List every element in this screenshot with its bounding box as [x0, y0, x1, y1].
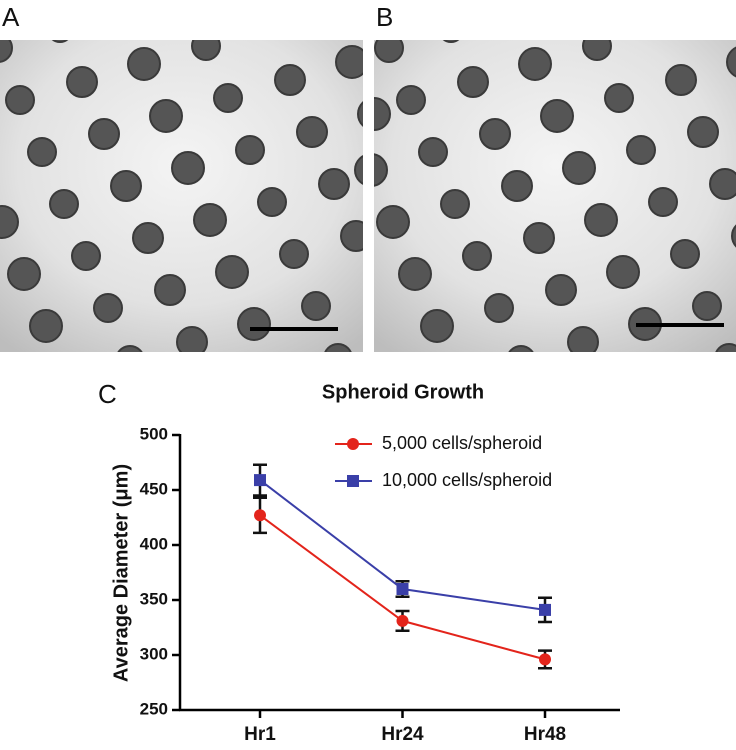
spheroid: [440, 189, 470, 219]
legend-marker: [347, 438, 359, 450]
spheroid: [127, 47, 161, 81]
spheroid: [47, 40, 73, 43]
x-tick-label: Hr24: [381, 724, 424, 745]
spheroid: [149, 99, 183, 133]
y-tick-label: 500: [140, 424, 168, 443]
data-point: [396, 583, 409, 595]
spheroid: [523, 222, 555, 254]
spheroid: [687, 116, 719, 148]
spheroid: [115, 345, 145, 352]
spheroid: [110, 170, 142, 202]
y-tick-label: 450: [140, 479, 168, 498]
spheroid: [518, 47, 552, 81]
data-point: [396, 614, 409, 627]
spheroid: [726, 45, 736, 79]
y-tick-label: 300: [140, 644, 168, 663]
spheroid: [457, 66, 489, 98]
spheroid: [71, 241, 101, 271]
spheroid: [296, 116, 328, 148]
spheroid: [420, 309, 454, 343]
spheroid: [545, 274, 577, 306]
spheroid: [484, 293, 514, 323]
spheroid: [215, 255, 249, 289]
spheroid: [584, 203, 618, 237]
spheroid: [354, 153, 388, 187]
spheroid: [274, 64, 306, 96]
spheroid: [731, 220, 736, 252]
spheroid: [132, 222, 164, 254]
panel-label: A: [2, 2, 20, 32]
spheroid: [7, 257, 41, 291]
spheroid: [665, 64, 697, 96]
spheroid: [323, 343, 353, 352]
spheroid: [176, 326, 208, 352]
spheroid: [88, 118, 120, 150]
spheroid: [191, 40, 221, 61]
data-point: [254, 509, 266, 522]
spheroid: [29, 309, 63, 343]
spheroid: [374, 40, 404, 63]
panel-label: B: [376, 2, 393, 32]
legend-label: 10,000 cells/spheroid: [382, 470, 552, 490]
spheroid: [540, 99, 574, 133]
spheroid: [279, 239, 309, 269]
y-tick-label: 400: [140, 534, 168, 553]
spheroid: [438, 40, 464, 43]
spheroid: [93, 293, 123, 323]
spheroid: [462, 241, 492, 271]
spheroid: [479, 118, 511, 150]
x-tick-label: Hr48: [524, 724, 566, 745]
spheroid: [670, 239, 700, 269]
spheroid: [714, 343, 736, 352]
spheroid: [418, 137, 448, 167]
spheroid: [171, 151, 205, 185]
spheroid: [213, 83, 243, 113]
spheroid: [154, 274, 186, 306]
spheroid: [398, 257, 432, 291]
spheroid: [648, 187, 678, 217]
spheroid: [49, 189, 79, 219]
spheroid: [604, 83, 634, 113]
spheroid: [357, 97, 391, 131]
spheroid: [5, 85, 35, 115]
spheroid: [0, 40, 13, 63]
chart-title: Spheroid Growth: [322, 381, 484, 403]
spheroid: [562, 151, 596, 185]
spheroid: [257, 187, 287, 217]
spheroid: [626, 135, 656, 165]
spheroid: [301, 291, 331, 321]
spheroid: [318, 168, 350, 200]
x-tick-label: Hr1: [244, 724, 276, 745]
legend-label: 5,000 cells/spheroid: [382, 433, 542, 453]
spheroid: [66, 66, 98, 98]
spheroid: [501, 170, 533, 202]
panel-label: C: [98, 379, 117, 409]
spheroid: [709, 168, 736, 200]
y-tick-label: 250: [140, 699, 168, 718]
y-axis-label: Average Diameter (μm): [110, 464, 132, 682]
spheroid: [692, 291, 722, 321]
data-point: [539, 653, 551, 666]
spheroid: [396, 85, 426, 115]
spheroids: [0, 40, 736, 352]
spheroid: [335, 45, 369, 79]
spheroid: [506, 345, 536, 352]
spheroid: [376, 205, 410, 239]
spheroid: [237, 307, 271, 341]
spheroid: [193, 203, 227, 237]
y-tick-label: 350: [140, 589, 168, 608]
data-point: [254, 474, 266, 487]
data-point: [539, 603, 551, 616]
spheroid: [340, 220, 372, 252]
legend-marker: [347, 475, 359, 487]
spheroid: [27, 137, 57, 167]
spheroid: [0, 205, 19, 239]
spheroid: [567, 326, 599, 352]
spheroid: [606, 255, 640, 289]
spheroid: [582, 40, 612, 61]
spheroid: [235, 135, 265, 165]
